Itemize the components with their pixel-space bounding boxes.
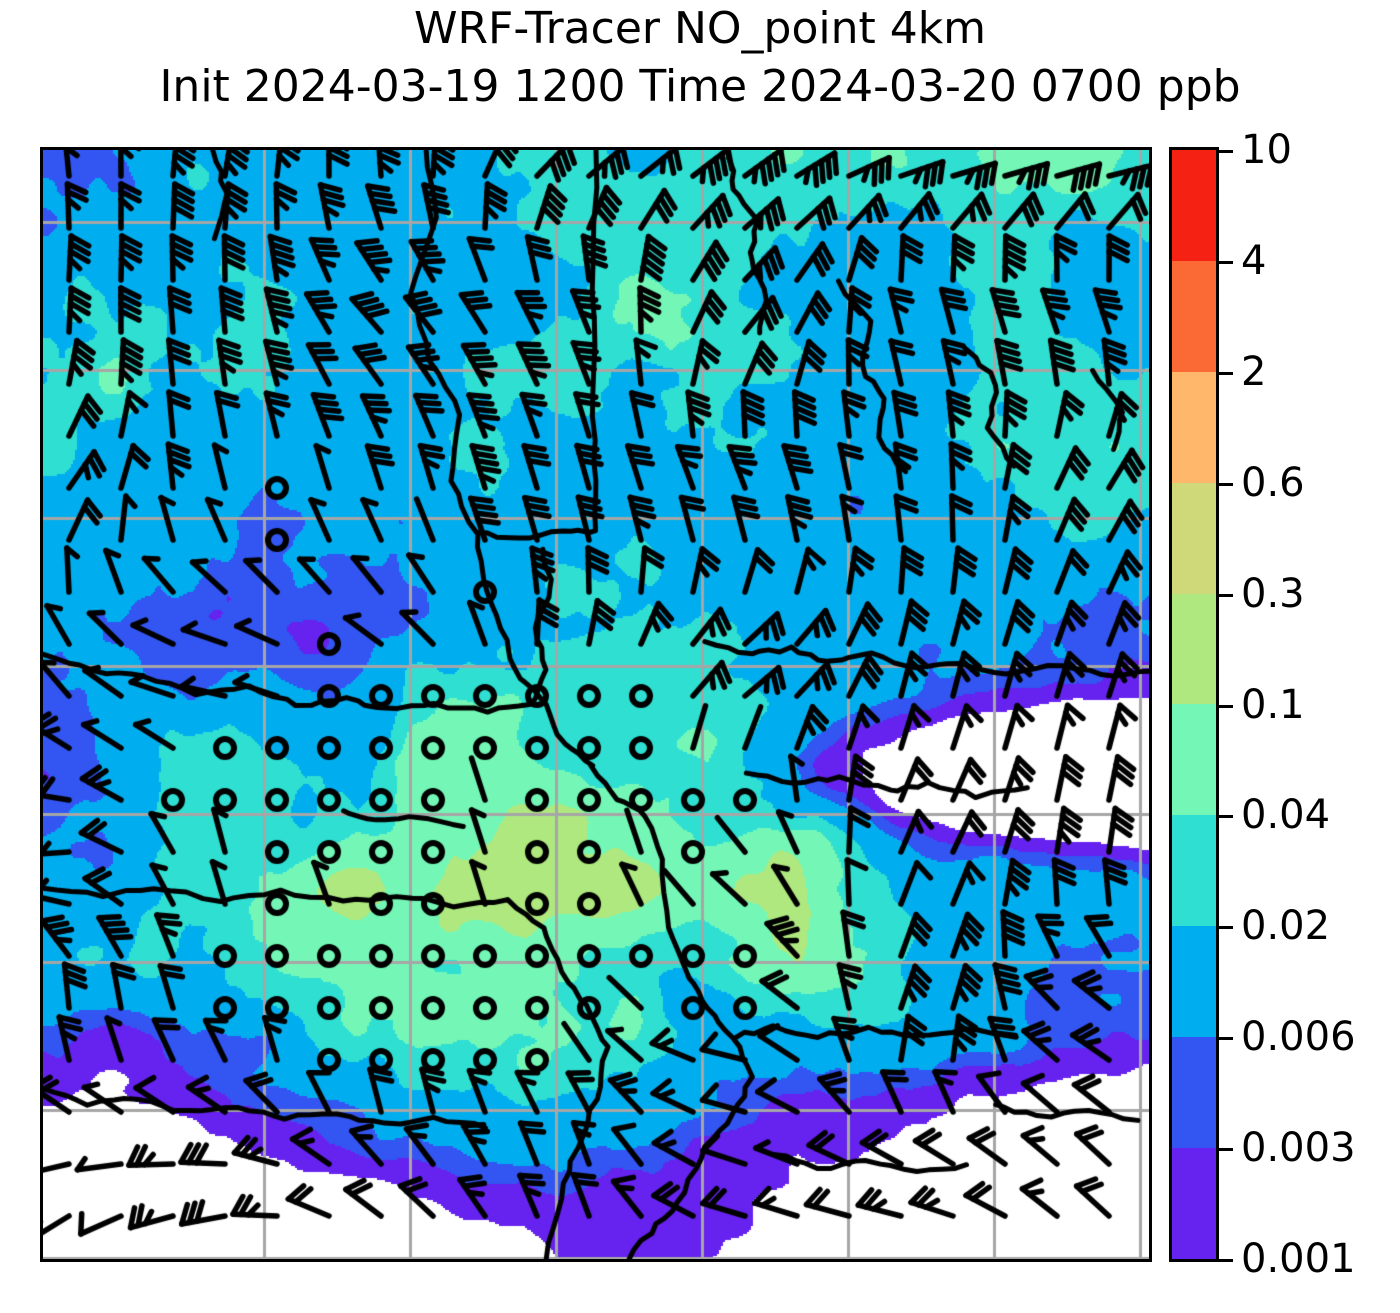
colorbar-tick-mark [1219, 260, 1233, 264]
colorbar-tick-labels: 0.001 0.003 0.006 0.02 0.04 0.1 0.3 0.6 2 4 10 [1219, 130, 1399, 1279]
colorbar-tick-label: 0.6 [1241, 459, 1305, 506]
colorbar-tick-label: 0.003 [1241, 1125, 1356, 1172]
colorbar-band [1172, 593, 1216, 705]
colorbar-tick-label: 0.04 [1241, 792, 1331, 839]
chart-title: WRF-Tracer NO_point 4km Init 2024-03-19 … [0, 0, 1400, 116]
colorbar-band [1172, 815, 1216, 927]
colorbar-tick-label: 2 [1241, 348, 1267, 395]
title-line-primary: WRF-Tracer NO_point 4km [413, 3, 987, 54]
colorbar-tick-label: 0.006 [1241, 1014, 1356, 1061]
contour-wind-canvas [43, 150, 1149, 1259]
colorbar-tick-mark [1219, 704, 1233, 708]
colorbar-band [1172, 371, 1216, 483]
colorbar-tick-mark [1219, 150, 1233, 153]
colorbar-band [1172, 482, 1216, 594]
colorbar-band [1172, 260, 1216, 372]
colorbar-band [1172, 150, 1216, 261]
colorbar-tick-mark [1219, 1037, 1233, 1041]
colorbar-tick-mark [1219, 371, 1233, 375]
colorbar-tick-label: 4 [1241, 237, 1267, 284]
map-plot-area [40, 147, 1152, 1262]
colorbar-band [1172, 704, 1216, 816]
colorbar-tick-mark [1219, 1148, 1233, 1152]
colorbar-tick-label: 0.1 [1241, 681, 1305, 728]
title-line-secondary: Init 2024-03-19 1200 Time 2024-03-20 070… [159, 61, 1241, 112]
colorbar-band [1172, 1037, 1216, 1149]
colorbar-tick-mark [1219, 926, 1233, 930]
colorbar-tick-label: 0.001 [1241, 1236, 1356, 1282]
colorbar-band [1172, 926, 1216, 1038]
colorbar-tick-label: 0.3 [1241, 570, 1305, 617]
colorbar-tick-mark [1219, 1259, 1233, 1262]
colorbar-tick-mark [1219, 593, 1233, 597]
colorbar-tick-label: 0.02 [1241, 903, 1331, 950]
colorbar-tick-label: 10 [1241, 127, 1292, 173]
colorbar [1169, 147, 1219, 1262]
colorbar-tick-mark [1219, 815, 1233, 819]
colorbar-tick-mark [1219, 482, 1233, 486]
colorbar-band [1172, 1148, 1216, 1259]
